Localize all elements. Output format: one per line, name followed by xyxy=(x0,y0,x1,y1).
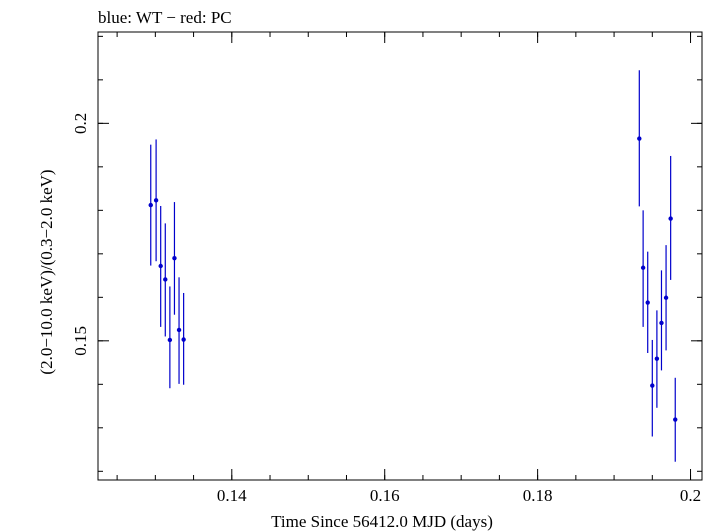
data-point xyxy=(176,327,182,333)
data-point xyxy=(645,300,650,305)
plot-frame xyxy=(97,31,703,481)
y-tick-label: 0.2 xyxy=(71,113,90,134)
y-axis-label: (2.0−10.0 keV)/(0.3−2.0 keV) xyxy=(37,169,56,374)
x-tick-label: 0.18 xyxy=(523,486,553,505)
data-point xyxy=(640,265,646,270)
data-point xyxy=(153,198,159,203)
data-point xyxy=(650,383,655,388)
data-point xyxy=(181,337,186,342)
x-axis-label: Time Since 56412.0 MJD (days) xyxy=(271,512,493,531)
data-point xyxy=(659,320,664,326)
y-tick-label: 0.15 xyxy=(71,326,90,356)
data-point xyxy=(148,202,153,208)
data-points xyxy=(148,70,678,462)
data-point xyxy=(172,255,177,261)
axis-ticks: 0.14 0.16 0.18 0.2 0.15 0.2 xyxy=(71,32,702,505)
x-tick-label: 0.16 xyxy=(370,486,400,505)
data-point xyxy=(673,417,678,422)
data-point xyxy=(654,356,660,361)
x-tick-label: 0.2 xyxy=(680,486,701,505)
data-point xyxy=(637,136,642,141)
data-point xyxy=(163,277,168,282)
data-point xyxy=(663,295,669,300)
data-point xyxy=(167,337,173,343)
data-point xyxy=(158,263,163,269)
chart-title: blue: WT − red: PC xyxy=(98,8,232,27)
data-point xyxy=(668,216,673,221)
x-tick-label: 0.14 xyxy=(217,486,247,505)
